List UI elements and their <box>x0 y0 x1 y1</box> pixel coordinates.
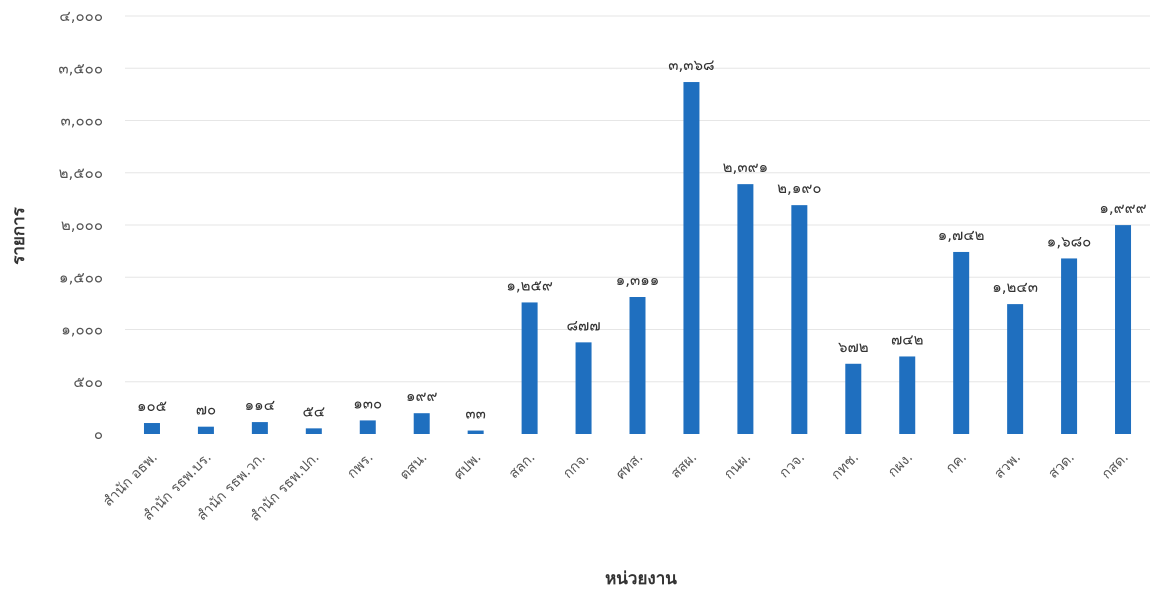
bars <box>143 82 1132 434</box>
data-label: ๑๓๐ <box>353 394 382 412</box>
data-label: ๗๐ <box>196 401 216 419</box>
bar <box>305 428 322 434</box>
y-axis-ticks: ๐ ๕๐๐ ๑,๐๐๐ ๑,๕๐๐ ๒,๐๐๐ ๒,๕๐๐ ๓,๐๐๐ ๓,๕๐๐ ๔,๐๐๐ <box>58 7 103 443</box>
bar <box>413 413 430 434</box>
data-label: ๑๑๔ <box>245 396 275 414</box>
bar <box>575 342 592 434</box>
data-label: ๖๗๒ <box>838 338 869 356</box>
data-label: ๑,๗๔๒ <box>938 226 985 244</box>
bar <box>521 302 538 434</box>
data-label: ๑,๖๘๐ <box>1047 232 1092 250</box>
x-tick-label: ศทส. <box>613 450 646 483</box>
x-tick-label: กกจ. <box>560 450 592 482</box>
x-tick-label: ตสน. <box>397 450 431 484</box>
bar <box>737 184 754 434</box>
data-label: ๑๐๕ <box>137 397 167 415</box>
data-label: ๓๓ <box>465 405 486 423</box>
x-tick-label: กพร. <box>344 450 376 482</box>
data-label: ๒,๑๙๐ <box>777 179 821 197</box>
x-tick-label: กวจ. <box>776 450 808 482</box>
bar <box>683 82 700 434</box>
data-label: ๑๙๙ <box>406 387 438 405</box>
data-label: ๗๔๒ <box>891 330 924 348</box>
bar <box>143 423 160 434</box>
y-tick-label: ๑,๐๐๐ <box>61 321 103 339</box>
bar <box>629 297 646 434</box>
y-axis-title: รายการ <box>9 206 29 264</box>
x-tick-label: ศปพ. <box>451 450 485 484</box>
data-label: ๘๗๗ <box>566 316 600 334</box>
data-label: ๒,๓๙๑ <box>723 158 768 176</box>
data-label: ๑,๓๑๑ <box>616 271 660 289</box>
bar <box>1061 258 1078 434</box>
bar <box>467 430 484 434</box>
bar <box>845 363 862 434</box>
data-label: ๓,๓๖๘ <box>668 56 714 74</box>
bar <box>197 426 214 434</box>
data-label: ๑,๒๕๙ <box>506 276 553 294</box>
data-label: ๑,๒๔๓ <box>992 278 1038 296</box>
y-tick-label: ๔,๐๐๐ <box>59 7 103 25</box>
grid-lines <box>125 15 1150 383</box>
y-tick-label: ๓,๐๐๐ <box>61 112 104 130</box>
y-tick-label: ๐ <box>94 425 103 443</box>
bar <box>953 251 970 434</box>
data-label: ๑,๙๙๙ <box>1099 199 1146 217</box>
y-tick-label: ๓,๕๐๐ <box>58 59 103 77</box>
x-tick-label: กทช. <box>828 450 862 484</box>
x-tick-label: สลก. <box>506 450 539 483</box>
x-tick-label: กสด. <box>1099 450 1132 483</box>
x-tick-label: กผง. <box>885 450 916 481</box>
bar <box>251 422 268 434</box>
data-label: ๕๔ <box>302 402 325 420</box>
x-axis-title: หน่วยงาน <box>605 569 677 589</box>
x-tick-label: กค. <box>943 450 970 477</box>
y-tick-label: ๒,๐๐๐ <box>61 216 103 234</box>
x-axis-categories: สำนัก อธพ.สำนัก รธพ.บร.สำนัก รธพ.วก.สำนั… <box>100 450 1132 525</box>
bar <box>791 205 808 434</box>
y-tick-label: ๕๐๐ <box>73 373 103 391</box>
x-tick-label: สวพ. <box>991 450 1024 483</box>
y-tick-label: ๑,๕๐๐ <box>59 268 103 286</box>
y-tick-label: ๒,๕๐๐ <box>59 164 103 182</box>
bar <box>899 356 916 434</box>
bar <box>1007 304 1024 434</box>
bar <box>359 420 376 434</box>
bar <box>1115 225 1132 434</box>
x-tick-label: กนผ. <box>721 450 754 483</box>
x-tick-label: สสผ. <box>668 450 700 482</box>
x-tick-label: สวด. <box>1045 450 1077 482</box>
